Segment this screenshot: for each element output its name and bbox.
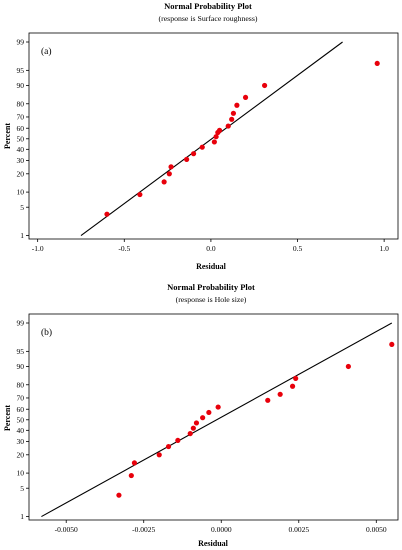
data-point bbox=[187, 430, 193, 437]
data-point bbox=[262, 82, 268, 89]
y-tick-label: 95 bbox=[17, 347, 25, 356]
data-point bbox=[104, 211, 110, 217]
y-tick-label: 10 bbox=[17, 469, 25, 478]
data-point bbox=[229, 116, 235, 122]
data-point bbox=[265, 397, 271, 403]
x-axis-label: Residual bbox=[196, 262, 227, 271]
panel-label: (b) bbox=[41, 327, 52, 338]
data-point bbox=[277, 391, 283, 397]
data-point bbox=[168, 164, 174, 170]
x-tick-label: 0.0050 bbox=[366, 525, 387, 534]
plot-frame bbox=[28, 32, 399, 240]
x-tick-label: 0.5 bbox=[293, 244, 303, 253]
y-tick-label: 80 bbox=[17, 380, 25, 389]
y-tick-label: 80 bbox=[17, 99, 25, 108]
data-point bbox=[156, 452, 162, 458]
y-tick-label: 95 bbox=[17, 66, 25, 75]
chart-title: Normal Probability Plot bbox=[164, 1, 252, 11]
data-point bbox=[234, 102, 240, 108]
y-tick-label: 90 bbox=[17, 362, 25, 371]
y-tick-label: 99 bbox=[17, 38, 25, 47]
y-tick-label: 90 bbox=[17, 81, 25, 90]
x-tick-label: -0.0025 bbox=[132, 525, 155, 534]
fit-line bbox=[80, 41, 343, 237]
data-point bbox=[345, 363, 351, 370]
data-point bbox=[374, 60, 380, 67]
data-point bbox=[213, 134, 219, 140]
y-tick-label: 50 bbox=[17, 415, 25, 424]
data-point bbox=[389, 341, 395, 348]
y-tick-label: 1 bbox=[20, 231, 24, 240]
y-tick-label: 60 bbox=[17, 124, 25, 133]
chart-subtitle: (response is Hole size) bbox=[176, 295, 247, 304]
data-point bbox=[116, 492, 122, 498]
y-tick-label: 20 bbox=[17, 450, 25, 459]
data-point bbox=[211, 139, 217, 145]
data-point bbox=[206, 409, 212, 416]
fit-line bbox=[41, 322, 393, 518]
data-point bbox=[175, 437, 181, 444]
panel-label: (a) bbox=[41, 46, 52, 57]
y-tick-label: 60 bbox=[17, 405, 25, 414]
data-point bbox=[165, 443, 172, 450]
data-point bbox=[199, 144, 205, 150]
data-point bbox=[190, 151, 197, 157]
data-point bbox=[131, 460, 138, 466]
panel-a: Normal Probability Plot (response is Sur… bbox=[3, 1, 399, 271]
y-tick-label: 40 bbox=[17, 145, 25, 154]
x-axis-label: Residual bbox=[198, 539, 229, 548]
data-point bbox=[225, 123, 231, 129]
panel-b: Normal Probability Plot (response is Hol… bbox=[3, 282, 399, 548]
x-tick-label: -1.0 bbox=[32, 244, 44, 253]
y-axis-label: Percent bbox=[3, 405, 12, 431]
data-point bbox=[293, 375, 299, 382]
y-tick-label: 40 bbox=[17, 426, 25, 435]
data-point bbox=[289, 383, 296, 389]
data-point bbox=[161, 179, 167, 185]
y-tick-label: 50 bbox=[17, 134, 25, 143]
plot-frame bbox=[28, 313, 399, 521]
y-axis-label: Percent bbox=[3, 123, 12, 149]
y-tick-label: 5 bbox=[20, 203, 24, 212]
y-tick-label: 10 bbox=[17, 188, 25, 197]
y-tick-label: 70 bbox=[17, 113, 25, 122]
data-point bbox=[166, 171, 172, 177]
x-tick-label: 1.0 bbox=[379, 244, 389, 253]
data-point bbox=[137, 191, 143, 198]
x-tick-label: 0.0000 bbox=[211, 525, 232, 534]
x-tick-label: 0.0 bbox=[206, 244, 216, 253]
data-point bbox=[128, 472, 134, 479]
y-tick-label: 99 bbox=[17, 319, 25, 328]
y-tick-label: 30 bbox=[17, 156, 25, 165]
data-point bbox=[190, 425, 196, 431]
y-tick-label: 5 bbox=[20, 484, 24, 493]
y-tick-label: 20 bbox=[17, 169, 25, 178]
y-tick-label: 70 bbox=[17, 394, 25, 403]
data-point bbox=[215, 404, 221, 410]
x-tick-label: -0.0050 bbox=[55, 525, 78, 534]
data-point bbox=[242, 94, 249, 101]
chart-title: Normal Probability Plot bbox=[167, 282, 255, 292]
data-point bbox=[200, 415, 206, 421]
data-point bbox=[184, 156, 190, 163]
x-tick-label: 0.0025 bbox=[288, 525, 309, 534]
chart-subtitle: (response is Surface roughness) bbox=[159, 14, 258, 23]
x-tick-label: -0.5 bbox=[118, 244, 130, 253]
data-point bbox=[216, 127, 223, 133]
y-tick-label: 30 bbox=[17, 437, 25, 446]
data-point bbox=[193, 420, 200, 426]
data-point bbox=[230, 110, 237, 116]
y-tick-label: 1 bbox=[20, 512, 24, 521]
